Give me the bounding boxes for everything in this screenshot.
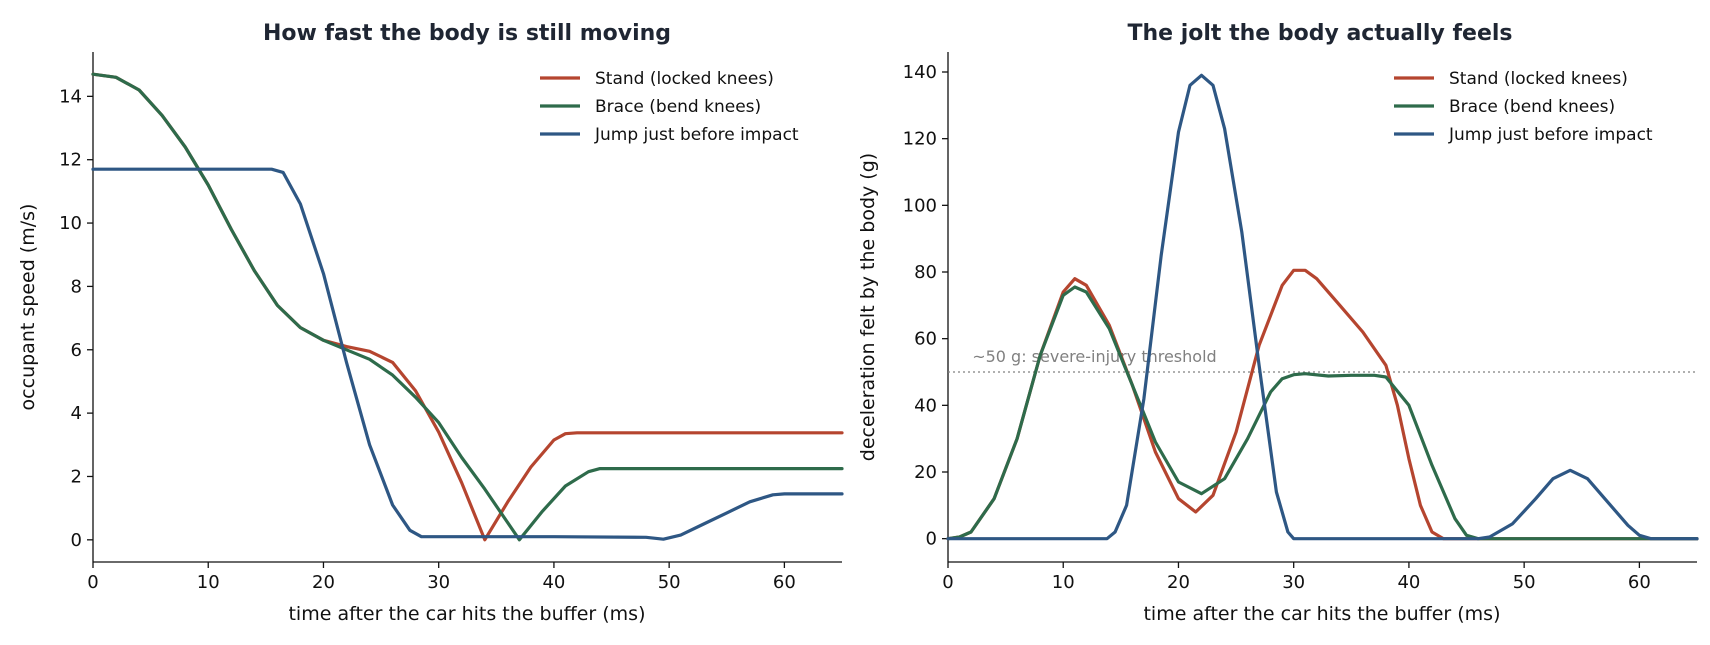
x-tick-label: 60	[773, 572, 796, 593]
x-tick-label: 10	[1052, 572, 1075, 593]
deceleration-chart: The jolt the body actually feels 0 10 20 30 4…	[857, 21, 1699, 625]
x-tick-label: 30	[1282, 572, 1305, 593]
chart-title: The jolt the body actually feels	[1127, 21, 1512, 46]
series-line-jump	[946, 73, 1699, 541]
legend-label-brace: Brace (bend knees)	[595, 97, 761, 117]
y-tick-label: 0	[71, 530, 82, 551]
y-tick-label: 100	[903, 195, 937, 216]
legend-label-jump: Jump just before impact	[594, 125, 799, 145]
threshold-label: ~50 g: severe-injury threshold	[972, 347, 1216, 366]
y-tick-label: 0	[926, 529, 937, 550]
y-tick-label: 120	[903, 129, 937, 150]
x-tick-label: 60	[1628, 572, 1651, 593]
y-axis-label: deceleration felt by the body (g)	[857, 153, 879, 461]
legend-label-jump: Jump just before impact	[1448, 125, 1653, 145]
y-tick-label: 12	[59, 150, 82, 171]
legend-label-stand: Stand (locked knees)	[595, 69, 774, 89]
y-tick-label: 4	[71, 403, 82, 424]
x-axis-label: time after the car hits the buffer (ms)	[1143, 603, 1500, 625]
series-line-jump	[91, 167, 844, 541]
chart-title: How fast the body is still moving	[263, 21, 671, 46]
y-tick-label: 14	[59, 86, 82, 107]
y-tick-label: 80	[914, 262, 937, 283]
x-axis-label: time after the car hits the buffer (ms)	[288, 603, 645, 625]
x-tick-label: 30	[427, 572, 450, 593]
x-tick-label: 40	[1397, 572, 1420, 593]
y-tick-label: 6	[71, 340, 82, 361]
series-line-brace	[91, 72, 844, 542]
y-tick-label: 60	[914, 329, 937, 350]
x-tick-label: 40	[542, 572, 565, 593]
x-tick-label: 0	[942, 572, 953, 593]
series-line-brace	[946, 285, 1699, 541]
y-tick-label: 140	[903, 62, 937, 83]
x-tick-label: 50	[1513, 572, 1536, 593]
y-tick-label: 40	[914, 395, 937, 416]
x-tick-label: 20	[1167, 572, 1190, 593]
y-tick-label: 2	[71, 466, 82, 487]
x-tick-label: 0	[87, 572, 98, 593]
x-tick-label: 10	[197, 572, 220, 593]
y-axis-label: occupant speed (m/s)	[17, 204, 39, 411]
x-tick-label: 50	[658, 572, 681, 593]
y-tick-label: 8	[71, 276, 82, 297]
legend-label-brace: Brace (bend knees)	[1449, 97, 1615, 117]
x-tick-label: 20	[312, 572, 335, 593]
legend-label-stand: Stand (locked knees)	[1449, 69, 1628, 89]
series-line-stand	[946, 268, 1699, 541]
y-tick-label: 10	[59, 213, 82, 234]
y-tick-label: 20	[914, 462, 937, 483]
